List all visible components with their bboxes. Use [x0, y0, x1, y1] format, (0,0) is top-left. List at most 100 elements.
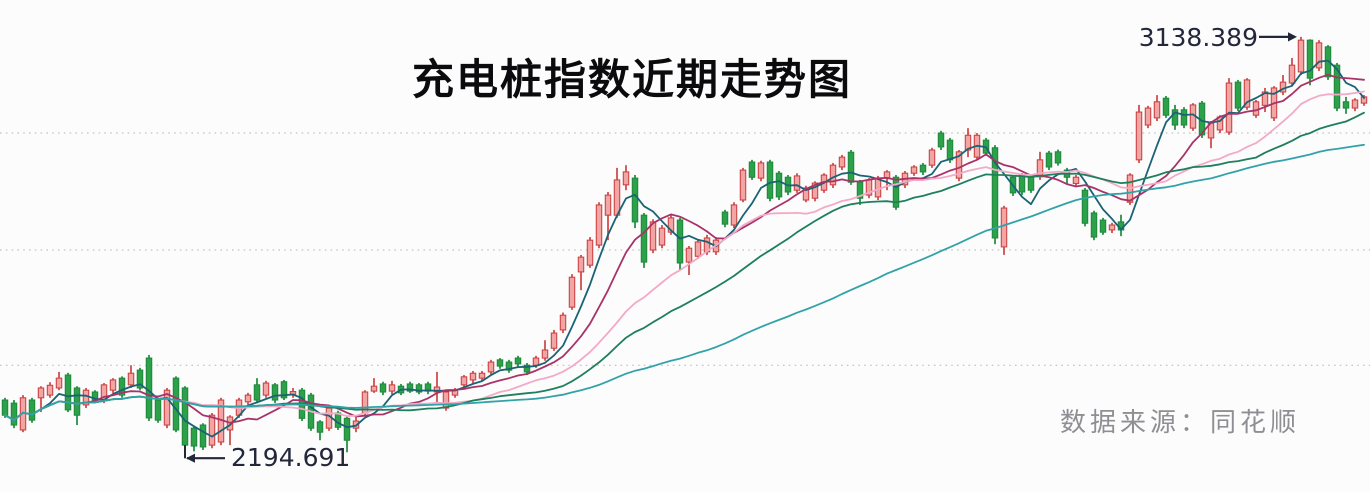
candle-up [82, 389, 90, 406]
candle-up [550, 332, 558, 349]
candle-up [1261, 91, 1269, 106]
candle-up [1135, 111, 1143, 161]
data-source-label: 数据来源：同花顺 [1059, 407, 1300, 437]
candle-down [334, 412, 342, 428]
candle-down [514, 357, 522, 365]
candle-up [694, 241, 702, 257]
candle-up [667, 217, 675, 233]
candle-down [496, 359, 504, 367]
candle-down [631, 177, 639, 223]
candle-up [433, 386, 441, 393]
candle-down [136, 369, 144, 389]
candle-up [163, 389, 171, 426]
candle-down [1081, 189, 1089, 224]
candle-up [649, 221, 657, 251]
candle-up [568, 276, 576, 308]
candle-up [541, 349, 549, 359]
candle-down [676, 219, 684, 264]
candle-down [415, 384, 423, 393]
candle-up [1288, 64, 1296, 84]
candle-up [928, 149, 936, 166]
candle-down [1090, 212, 1098, 238]
candle-down [748, 161, 756, 178]
high-point-annotation: 3138.389 [1138, 23, 1258, 52]
candle-up [262, 382, 270, 396]
candle-down [1018, 174, 1026, 193]
candle-down [10, 402, 18, 426]
candle-up [37, 387, 45, 399]
candle-down [280, 381, 288, 399]
low-arrowhead [186, 453, 195, 463]
candle-down [991, 147, 999, 239]
candle-down [1027, 176, 1035, 191]
candle-up [1351, 99, 1359, 109]
candle-up [595, 204, 603, 246]
candle-up [1297, 39, 1305, 73]
candle-down [145, 357, 153, 419]
candle-up [955, 151, 963, 179]
candle-down [1333, 64, 1341, 109]
candle-up [802, 187, 810, 201]
candle-up [613, 179, 621, 216]
candle-up [127, 372, 135, 386]
candle-down [406, 383, 414, 392]
candle-down [73, 387, 81, 416]
candle-up [46, 384, 54, 396]
high-arrowhead [1288, 32, 1297, 42]
candle-down [154, 399, 162, 421]
candle-up [469, 372, 477, 381]
candle-down [28, 399, 36, 421]
candle-down [847, 151, 855, 183]
candle-down [64, 374, 72, 411]
candle-down [1342, 101, 1350, 109]
candle-down [640, 214, 648, 263]
candle-up [487, 361, 495, 373]
candle-up [208, 414, 216, 446]
candle-down [1171, 109, 1179, 126]
candle-down [379, 383, 387, 393]
chart-title: 充电桩指数近期走势图 [411, 56, 853, 103]
candle-up [829, 164, 837, 186]
ma60-line [4, 143, 1365, 422]
candle-down [523, 364, 531, 373]
candle-up [55, 377, 63, 389]
candle-up [874, 177, 882, 198]
candle-up [739, 169, 747, 201]
candle-down [172, 377, 180, 431]
candle-up [388, 384, 396, 392]
candle-up [559, 314, 567, 331]
candle-down [190, 427, 198, 447]
candle-down [343, 417, 351, 441]
candle-down [892, 176, 900, 208]
candle-up [658, 227, 666, 246]
ma20-line [4, 90, 1365, 422]
candle-down [1306, 39, 1314, 79]
candle-up [1252, 101, 1260, 116]
candle-down [1234, 81, 1242, 109]
candle-down [775, 172, 783, 198]
candle-up [1225, 82, 1233, 133]
candle-down [1099, 219, 1107, 233]
low-point-annotation: 2194.691 [231, 443, 351, 472]
candle-up [1144, 107, 1152, 126]
candle-up [793, 175, 801, 191]
candle-down [271, 384, 279, 401]
candle-up [460, 376, 468, 386]
candle-up [1315, 42, 1323, 69]
candle-down [721, 211, 729, 225]
candle-up [838, 156, 846, 168]
candle-up [910, 166, 918, 174]
candle-down [1045, 152, 1053, 168]
candle-down [199, 424, 207, 448]
candle-up [370, 385, 378, 392]
candle-down [946, 139, 954, 161]
candle-down [1, 399, 9, 416]
candle-up [244, 394, 252, 403]
candle-down [1162, 97, 1170, 116]
candle-up [586, 239, 594, 266]
candle-up [1153, 101, 1161, 119]
candle-down [766, 161, 774, 199]
candle-up [685, 247, 693, 263]
